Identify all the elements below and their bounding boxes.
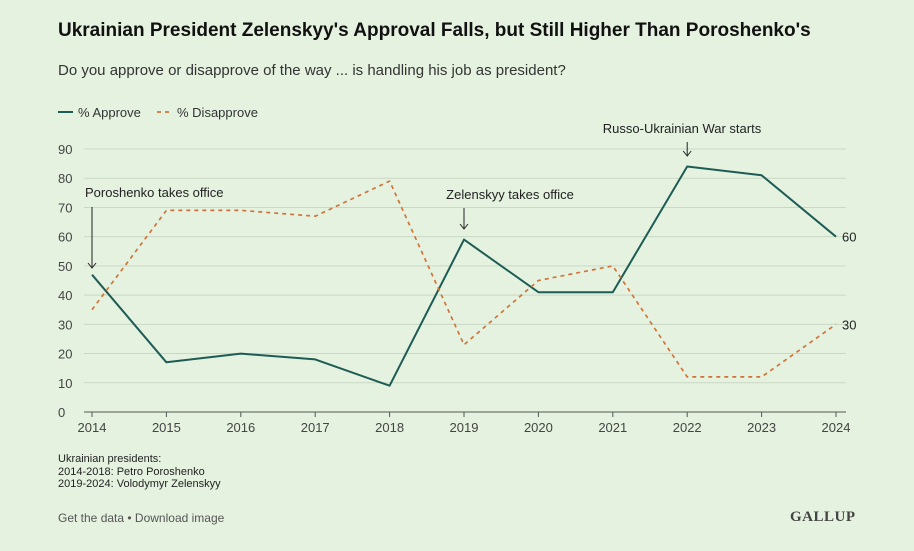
gridlines	[84, 148, 846, 384]
y-tick-label: 50	[58, 259, 72, 274]
x-tick-label: 2018	[375, 420, 404, 435]
y-tick-label: 20	[58, 347, 72, 362]
y-tick-label: 90	[58, 142, 72, 157]
annotation-war-label: Russo-Ukrainian War starts	[603, 121, 762, 136]
y-tick-label: 40	[58, 288, 72, 303]
approve-line	[91, 165, 837, 387]
legend-disapprove-label: % Disapprove	[177, 105, 258, 120]
y-tick-label: 60	[58, 230, 72, 245]
legend: % Approve % Disapprove	[58, 105, 258, 120]
notes-line-2: 2014-2018: Petro Poroshenko	[58, 465, 205, 478]
end-label-disapprove: 30	[842, 317, 856, 332]
annotation-poroshenko-arrowhead	[87, 262, 97, 269]
download-image-link[interactable]: Download image	[134, 511, 225, 525]
x-axis: 2014 2015 2016 2017 2018 2019 2020 2021 2022 2023…	[78, 411, 851, 435]
end-label-approve: 60	[842, 230, 856, 245]
y-tick-label: 80	[58, 171, 72, 186]
x-tick-label: 2019	[450, 420, 479, 435]
x-tick-label: 2015	[152, 420, 181, 435]
footer-links: Get the data • Download image	[58, 511, 224, 525]
x-tick-label: 2014	[78, 420, 107, 435]
footer-separator: •	[124, 511, 135, 525]
annotation-zelenskyy-arrowhead	[459, 223, 469, 230]
legend-approve-label: % Approve	[78, 105, 141, 120]
x-tick-label: 2020	[524, 420, 553, 435]
x-tick-label: 2024	[822, 420, 851, 435]
annotation-zelenskyy-label: Zelenskyy takes office	[446, 187, 574, 202]
annotation-war-arrowhead	[682, 150, 692, 157]
chart-subtitle: Do you approve or disapprove of the way …	[58, 62, 566, 79]
notes: Ukrainian presidents: 2014-2018: Petro P…	[58, 453, 221, 491]
y-axis: 0 10 20 30 40 50 60 70 80 90	[58, 142, 72, 420]
notes-line-1: Ukrainian presidents:	[58, 453, 162, 465]
x-tick-label: 2023	[747, 420, 776, 435]
annotations: Poroshenko takes office Zelenskyy takes o…	[85, 121, 762, 269]
y-tick-label: 70	[58, 200, 72, 215]
y-tick-label: 0	[58, 405, 65, 420]
series-lines	[91, 165, 837, 387]
x-tick-label: 2016	[226, 420, 255, 435]
get-data-link[interactable]: Get the data	[58, 511, 125, 525]
annotation-poroshenko-label: Poroshenko takes office	[85, 185, 224, 200]
notes-line-3: 2019-2024: Volodymyr Zelenskyy	[58, 478, 221, 490]
x-tick-label: 2017	[301, 420, 330, 435]
chart-title: Ukrainian President Zelenskyy's Approval…	[58, 20, 811, 41]
end-labels: 60 30	[842, 230, 856, 333]
gallup-logo: GALLUP	[790, 509, 856, 525]
y-tick-label: 10	[58, 376, 72, 391]
y-tick-label: 30	[58, 317, 72, 332]
x-tick-label: 2022	[673, 420, 702, 435]
x-tick-label: 2021	[598, 420, 627, 435]
disapprove-line	[91, 180, 837, 378]
